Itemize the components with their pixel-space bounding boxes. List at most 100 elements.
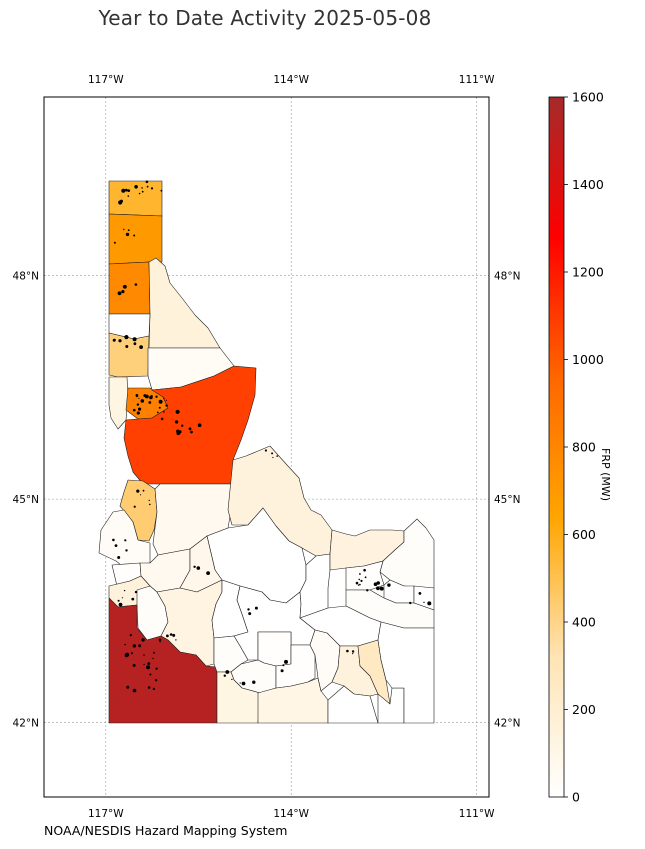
fire-detection-dot — [158, 406, 161, 409]
map-title: Year to Date Activity 2025-05-08 — [98, 6, 432, 30]
fire-detection-dot — [239, 682, 241, 684]
fire-detection-dot — [117, 556, 121, 559]
fire-detection-dot — [136, 395, 138, 398]
fire-detection-dot — [254, 606, 258, 610]
lon-tick-label-bottom: 117°W — [88, 808, 124, 820]
fire-detection-dot — [264, 449, 267, 452]
fire-detection-dot — [136, 411, 140, 415]
fire-detection-dot — [113, 241, 116, 244]
lon-tick-label-bottom: 114°W — [273, 808, 309, 820]
fire-detection-dot — [225, 670, 230, 674]
fire-detection-dot — [423, 601, 425, 604]
fire-detection-dot — [379, 586, 384, 591]
lat-tick-label-left: 45°N — [13, 494, 39, 506]
fire-detection-dot — [141, 638, 145, 642]
county-bonner — [108, 213, 163, 265]
fire-detection-dot — [152, 657, 154, 660]
fire-detection-dot — [351, 650, 355, 653]
lon-tick-label-bottom: 111°W — [459, 808, 495, 820]
fire-detection-dot — [247, 608, 250, 611]
fire-detection-dot — [188, 427, 192, 431]
fire-detection-dot — [139, 345, 144, 349]
fire-detection-dot — [112, 338, 116, 342]
fire-detection-dot — [136, 403, 140, 406]
fire-detection-dot — [125, 345, 129, 348]
colorbar-tick-label: 200 — [572, 702, 596, 717]
fire-detection-dot — [136, 489, 140, 493]
fire-detection-dot — [126, 685, 130, 689]
fire-detection-dot — [272, 456, 274, 459]
colorbar-tick-label: 400 — [572, 615, 596, 630]
tick-labels: 117°W 117°W 114°W 114°W 111°W 111°W 48°N 48°N 45… — [13, 74, 521, 820]
fire-detection-dot — [163, 397, 165, 400]
fire-detection-dot — [125, 652, 130, 657]
county-minidoka — [275, 644, 316, 689]
fire-detection-dot — [160, 189, 163, 192]
fire-detections — [112, 180, 432, 693]
fire-detection-dot — [358, 578, 361, 581]
fire-detection-dot — [134, 185, 138, 189]
fire-detection-dot — [127, 195, 130, 197]
fire-detection-dot — [158, 638, 162, 642]
fire-detection-dot — [118, 339, 122, 343]
fire-detection-dot — [143, 394, 147, 398]
fire-detection-dot — [159, 641, 161, 643]
fire-detection-dot — [193, 565, 196, 568]
fire-detection-dot — [241, 681, 246, 686]
fire-detection-dot — [206, 571, 211, 575]
credit-text: NOAA/NESDIS Hazard Mapping System — [44, 823, 288, 838]
fire-detection-dot — [155, 667, 158, 670]
lat-tick-label-right: 42°N — [494, 718, 520, 730]
lat-tick-label-left: 48°N — [13, 271, 39, 283]
fire-detection-dot — [248, 612, 252, 616]
colorbar-tick-label: 1000 — [572, 352, 604, 367]
county-shoshone — [148, 257, 221, 349]
fire-detection-dot — [357, 584, 360, 586]
fire-detection-dot — [132, 663, 136, 667]
fire-detection-dot — [160, 417, 164, 421]
lat-tick-label-right: 45°N — [494, 494, 520, 506]
fire-detection-dot — [150, 395, 153, 398]
county-bear-lake — [377, 621, 435, 724]
fire-detection-dot — [117, 291, 122, 296]
fire-detection-dot — [121, 597, 124, 599]
fire-detection-dot — [364, 576, 367, 579]
county-washington — [98, 509, 151, 566]
colorbar-tick-label: 0 — [572, 790, 580, 805]
fire-detection-dot — [387, 583, 391, 587]
fire-detection-dot — [114, 544, 118, 547]
county-nez-perce — [108, 376, 129, 430]
fire-detection-dot — [153, 651, 155, 654]
fire-detection-dot — [196, 566, 201, 570]
fire-detection-dot — [117, 599, 120, 602]
fire-detection-dot — [190, 430, 193, 434]
fire-detection-dot — [150, 187, 154, 190]
fire-detection-dot — [138, 192, 141, 195]
fire-detection-dot — [360, 579, 363, 583]
fire-detection-dot — [276, 455, 279, 457]
fire-detection-dot — [112, 538, 115, 542]
fire-detection-dot — [123, 228, 125, 231]
fire-detection-dot — [121, 188, 126, 193]
colorbar-tick-label: 800 — [572, 440, 596, 455]
county-power — [309, 629, 341, 692]
colorbar-tick-label: 1200 — [572, 265, 604, 280]
fire-detection-dot — [146, 185, 149, 188]
fire-detection-dot — [359, 583, 361, 586]
fire-detection-dot — [231, 678, 233, 681]
fire-detection-dot — [366, 589, 369, 592]
fire-detection-dot — [146, 665, 151, 670]
fire-detection-dot — [176, 429, 180, 433]
fire-detection-dot — [123, 589, 126, 592]
fire-detection-dot — [175, 409, 180, 414]
fire-detection-dot — [140, 399, 145, 403]
fire-detection-dot — [166, 634, 169, 638]
fire-detection-dot — [132, 337, 137, 342]
fire-detection-dot — [280, 669, 284, 673]
colorbar-tick-label: 1400 — [572, 177, 604, 192]
fire-detection-dot — [373, 582, 378, 586]
county-layer — [98, 180, 435, 724]
fire-detection-dot — [165, 404, 168, 407]
fire-detection-dot — [127, 189, 131, 193]
